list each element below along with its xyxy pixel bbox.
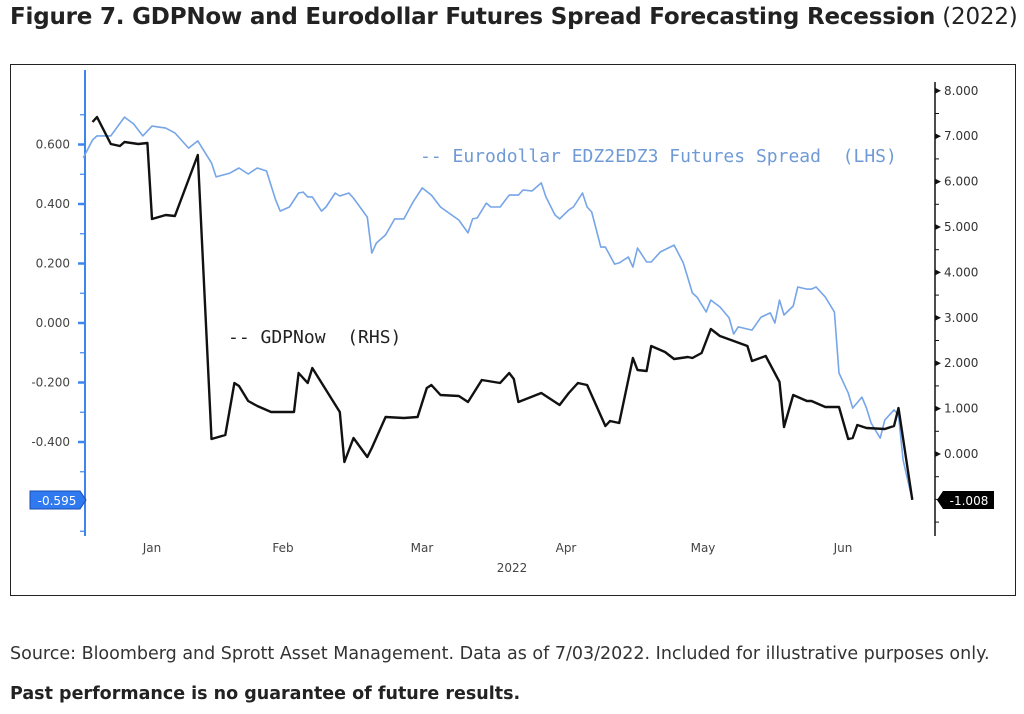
left-axis-tick-label: -0.400 (31, 435, 70, 449)
right-axis-tick-label: 4.000 (944, 265, 978, 279)
legend-eurodollar: -- Eurodollar EDZ2EDZ3 Futures Spread (L… (420, 146, 897, 167)
right-axis-major-tick (935, 178, 941, 185)
left-axis-tick-label: -0.200 (31, 376, 70, 390)
left-axis-tick-label: 0.200 (36, 257, 70, 271)
right-axis-tick-label: 5.000 (944, 220, 978, 234)
x-axis-tick-label: Apr (556, 541, 577, 555)
right-axis-major-tick (935, 451, 941, 457)
x-axis-tick-label: Mar (411, 541, 434, 555)
series-lines (82, 115, 914, 501)
right-axis-major-tick (935, 133, 941, 140)
caption: Source: Bloomberg and Sprott Asset Manag… (10, 634, 1020, 714)
right-axis-tick-label: 8.000 (944, 84, 978, 98)
left-axis-tick-label: 0.600 (36, 138, 70, 152)
last-value-badge-right: -1.008 (937, 491, 994, 509)
right-axis-major-tick (935, 360, 941, 367)
caption-disclaimer: Past performance is no guarantee of futu… (10, 684, 521, 704)
last-value-eurodollar: -0.595 (38, 494, 77, 508)
last-value-gdpnow: -1.008 (950, 494, 989, 508)
axes: 0.600 0.400 0.200 0.000 -0.200 -0.400 8.000 7.0… (31, 70, 978, 555)
eurodollar-spread-line (82, 116, 914, 501)
right-axis-major-tick (935, 224, 941, 230)
right-axis-major-tick (935, 405, 941, 412)
right-axis-major-tick (935, 314, 941, 321)
left-axis-tick-label: 0.400 (36, 197, 70, 211)
right-axis-major-tick (935, 269, 941, 276)
right-axis-tick-label: 0.000 (944, 447, 978, 461)
figure-title-bold: Figure 7. GDPNow and Eurodollar Futures … (10, 4, 936, 30)
right-axis-tick-label: 1.000 (944, 402, 978, 416)
x-axis-tick-label: Feb (272, 541, 293, 555)
figure-title: Figure 7. GDPNow and Eurodollar Futures … (10, 2, 1018, 32)
x-axis-tick-label: Jan (142, 541, 162, 555)
figure-title-year: (2022) (935, 4, 1018, 30)
right-axis-tick-label: 7.000 (944, 129, 978, 143)
x-axis-tick-label: May (691, 541, 716, 555)
left-axis-tick-label: 0.000 (36, 316, 70, 330)
x-axis-tick-label: Jun (833, 541, 853, 555)
right-axis-tick-label: 6.000 (944, 175, 978, 189)
last-value-badge-left: -0.595 (29, 490, 87, 510)
right-axis-tick-label: 2.000 (944, 356, 978, 370)
x-axis-label: 2022 (497, 561, 528, 575)
right-axis-tick-label: 3.000 (944, 311, 978, 325)
caption-source: Source: Bloomberg and Sprott Asset Manag… (10, 644, 990, 664)
right-axis-major-tick (935, 87, 941, 94)
legend-gdpnow: -- GDPNow (RHS) (228, 327, 401, 348)
gdpnow-line (91, 115, 914, 500)
chart-frame (10, 64, 1016, 596)
